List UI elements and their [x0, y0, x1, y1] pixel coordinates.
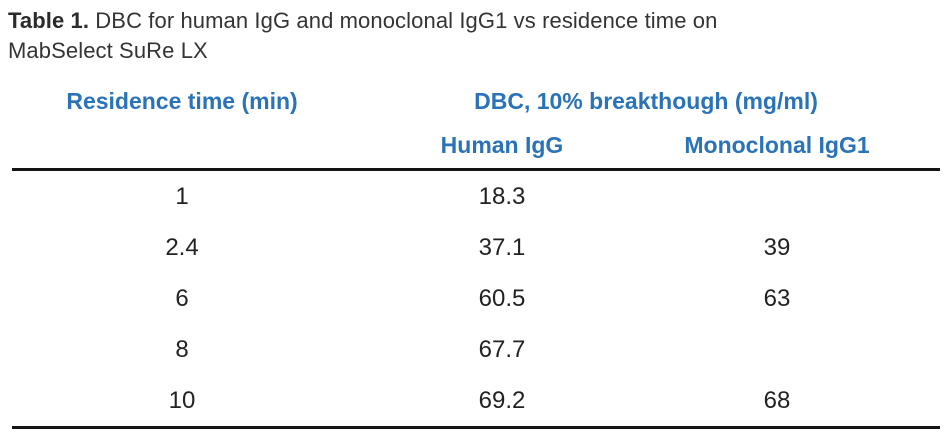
column-header-dbc-group: DBC, 10% breakthough (mg/ml): [474, 87, 818, 114]
table-row: 8 67.7: [12, 324, 940, 375]
column-header-human-igg: Human IgG: [440, 131, 564, 158]
cell-residence-time: 1: [175, 182, 189, 210]
cell-monoclonal-igg1: 63: [763, 284, 791, 312]
cell-human-igg: 60.5: [478, 284, 526, 312]
column-header-residence-time: Residence time (min): [66, 87, 298, 114]
cell-human-igg: 69.2: [478, 386, 526, 414]
table-row: 6 60.5 63: [12, 273, 940, 324]
table-row: 1 18.3: [12, 171, 940, 222]
table-header-row-2: Human IgG Monoclonal IgG1: [12, 122, 940, 168]
table-caption: Table 1. DBC for human IgG and monoclona…: [8, 6, 808, 66]
cell-human-igg: 18.3: [478, 182, 526, 210]
table-row: 2.4 37.1 39: [12, 222, 940, 273]
table-body: 1 18.3 2.4 37.1 39 6 60.5 63 8 67.7: [12, 168, 940, 429]
cell-monoclonal-igg1: 68: [763, 386, 791, 414]
cell-human-igg: 67.7: [478, 335, 526, 363]
column-header-monoclonal-igg1: Monoclonal IgG1: [684, 131, 870, 158]
cell-residence-time: 10: [168, 386, 196, 414]
data-table: Residence time (min) DBC, 10% breakthoug…: [12, 80, 940, 429]
table-caption-label: Table 1.: [8, 8, 90, 33]
cell-human-igg: 37.1: [478, 233, 526, 261]
cell-residence-time: 8: [175, 335, 189, 363]
table-header-row-1: Residence time (min) DBC, 10% breakthoug…: [12, 80, 940, 122]
cell-residence-time: 2.4: [165, 233, 199, 261]
cell-monoclonal-igg1: 39: [763, 233, 791, 261]
cell-residence-time: 6: [175, 284, 189, 312]
table-row: 10 69.2 68: [12, 375, 940, 426]
table-caption-text: DBC for human IgG and monoclonal IgG1 vs…: [8, 8, 718, 63]
